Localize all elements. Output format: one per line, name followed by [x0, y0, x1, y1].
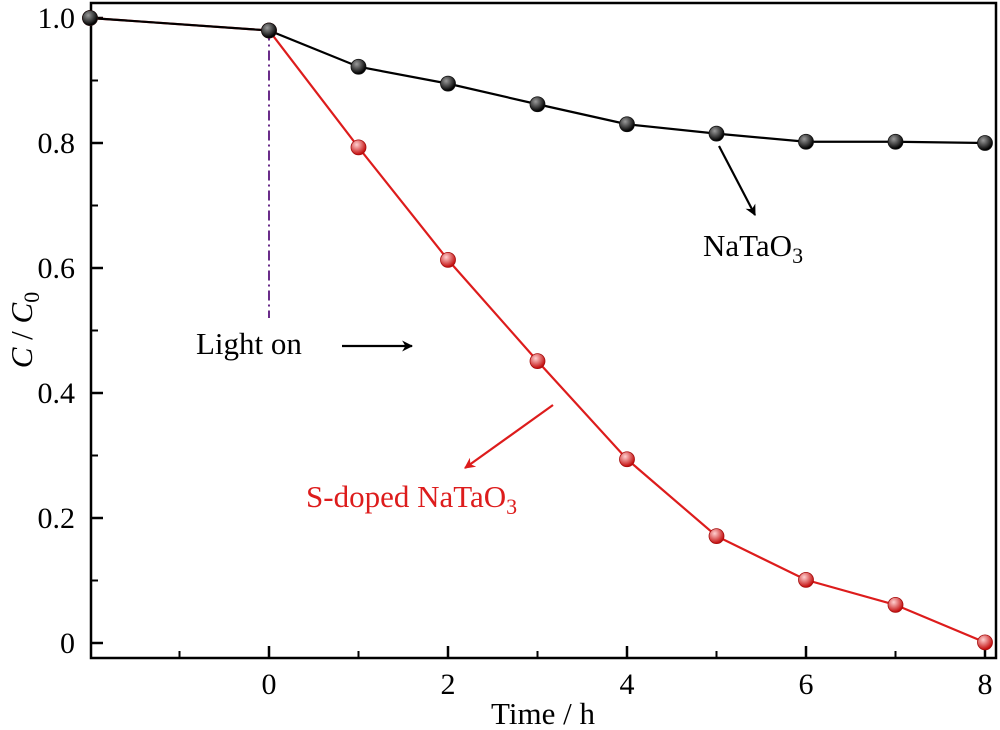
y-tick-label: 0	[60, 627, 75, 660]
data-point	[887, 596, 904, 613]
data-point	[619, 116, 635, 133]
data-point	[619, 451, 635, 468]
series-line	[89, 16, 986, 145]
x-tick-label: 0	[262, 668, 277, 701]
data-point	[708, 125, 725, 142]
data-point	[350, 139, 367, 156]
data-point	[887, 133, 904, 150]
data-point	[529, 353, 546, 370]
y-tick-label: 0.2	[38, 502, 76, 535]
y-tick-label: 0.8	[38, 127, 76, 160]
y-tick-label: 0.4	[38, 377, 76, 410]
data-point	[529, 96, 546, 113]
data-point	[798, 571, 814, 588]
annotation-light-on: Light on	[196, 326, 302, 361]
data-point	[977, 135, 993, 151]
data-point	[977, 634, 993, 651]
annotation-sdoped: S-doped NaTaO3	[306, 479, 517, 519]
x-tick-label: 4	[620, 668, 635, 701]
series-line	[89, 16, 986, 644]
x-tick-label: 2	[441, 668, 456, 701]
x-tick-label: 8	[978, 668, 993, 701]
annotation-natao3-arrow	[718, 145, 756, 216]
y-axis-title: C / C0	[4, 292, 44, 369]
data-point	[350, 58, 367, 75]
series-layer	[82, 10, 993, 651]
annotation-sdoped-arrow	[464, 404, 554, 469]
data-point	[440, 251, 456, 268]
x-axis-ticks: 0 2 4 6 8	[178, 646, 993, 701]
x-tick-label: 6	[799, 668, 814, 701]
data-point	[708, 528, 725, 545]
y-tick-label: 1.0	[38, 2, 76, 35]
data-point	[798, 133, 814, 150]
data-point	[261, 22, 277, 39]
data-point	[440, 75, 456, 92]
data-point	[82, 10, 98, 26]
annotation-natao3: NaTaO3	[703, 228, 803, 268]
y-axis-ticks: 0 0.2 0.4 0.6 0.8 1.0	[38, 2, 103, 660]
y-tick-label: 0.6	[38, 252, 76, 285]
x-axis-title: Time / h	[491, 696, 595, 730]
